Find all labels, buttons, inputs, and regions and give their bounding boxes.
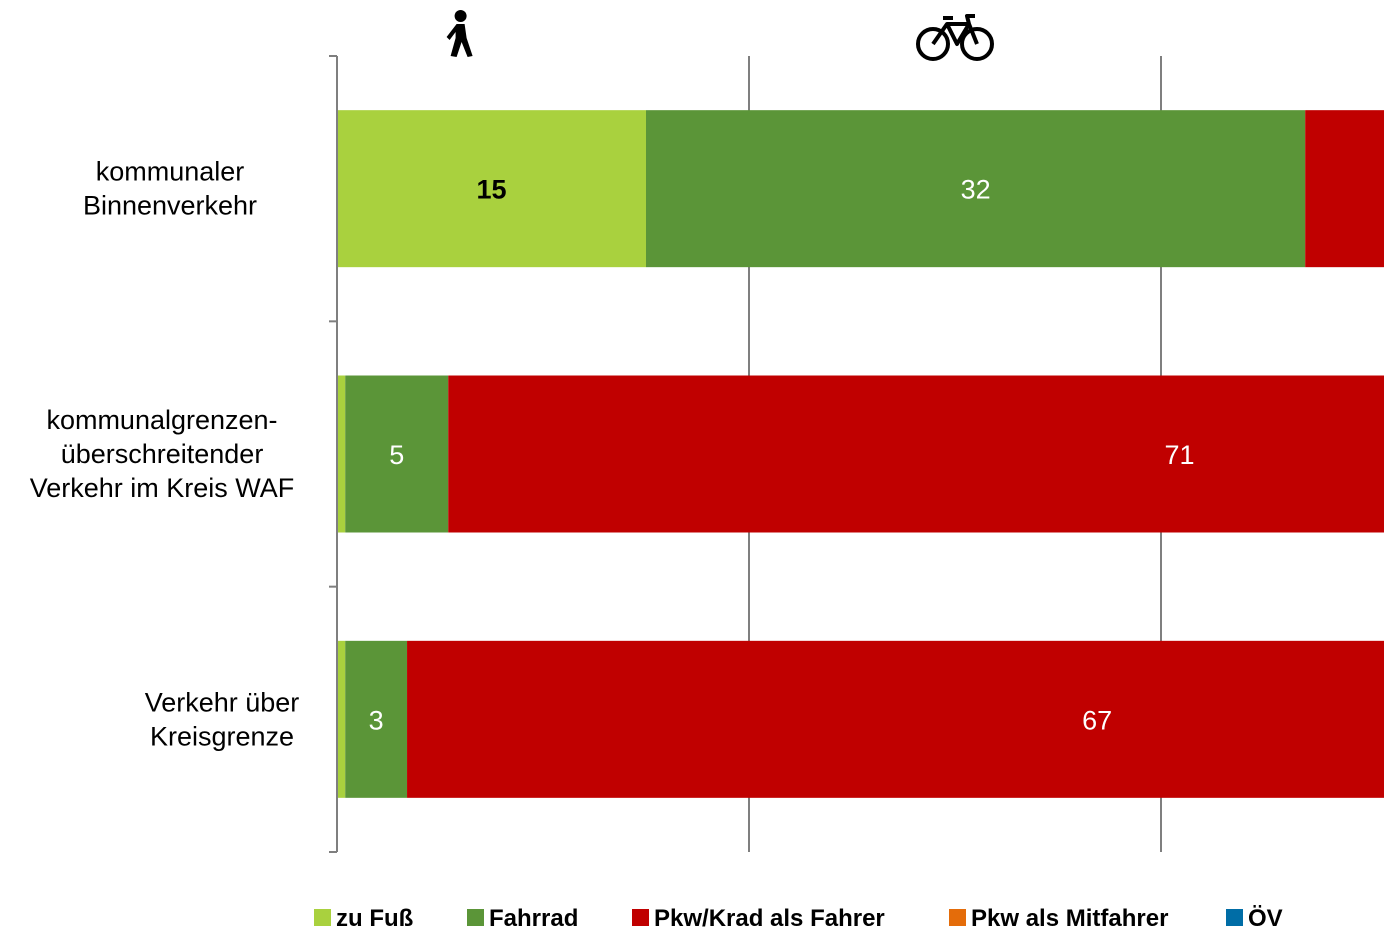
category-label: kommunaler Binnenverkehr xyxy=(83,157,257,221)
legend-item: Pkw/Krad als Fahrer xyxy=(632,905,885,930)
legend-swatch xyxy=(949,909,966,926)
legend-label: ÖV xyxy=(1248,905,1283,930)
legend-swatch xyxy=(1226,909,1243,926)
data-label: 3 xyxy=(369,705,384,735)
bar-segment xyxy=(1305,110,1384,268)
legend-item: ÖV xyxy=(1226,905,1283,930)
legend-label: Pkw/Krad als Fahrer xyxy=(654,905,885,930)
legend-swatch xyxy=(632,909,649,926)
legend-item: Pkw als Mitfahrer xyxy=(949,905,1168,930)
bar-segment xyxy=(407,640,1384,798)
legend-item: zu Fuß xyxy=(314,905,413,930)
legend-label: Fahrrad xyxy=(489,905,578,930)
bar-segment xyxy=(345,375,449,533)
legend-item: Fahrrad xyxy=(467,905,578,930)
legend: zu Fuß Fahrrad Pkw/Krad als Fahrer Pkw als … xyxy=(314,905,1283,930)
category-label: kommunalgrenzen-überschreitender Verkehr … xyxy=(30,405,295,503)
legend-swatch xyxy=(314,909,331,926)
pedestrian-icon xyxy=(446,10,473,57)
bar-segment xyxy=(337,640,346,798)
bar-segment xyxy=(345,640,408,798)
bar-segment xyxy=(646,110,1306,268)
bicycle-icon xyxy=(916,14,994,61)
category-axis xyxy=(329,55,338,853)
data-label: 15 xyxy=(476,175,506,205)
bar-segment xyxy=(337,375,346,533)
bar-segment xyxy=(337,110,646,268)
data-label: 32 xyxy=(961,175,991,205)
category-label: Verkehr über Kreisgrenze xyxy=(145,687,300,751)
legend-swatch xyxy=(467,909,484,926)
bar-segment xyxy=(448,375,1384,533)
mode-icons xyxy=(446,10,994,61)
data-label: 71 xyxy=(1165,440,1195,470)
category-labels: kommunaler Binnenverkehr kommunalgrenzen-ü… xyxy=(30,157,300,752)
data-label: 5 xyxy=(389,440,404,470)
legend-label: zu Fuß xyxy=(336,905,413,930)
bars: 1532418557111123671019 xyxy=(337,110,1384,798)
data-label: 67 xyxy=(1082,705,1112,735)
legend-label: Pkw als Mitfahrer xyxy=(971,905,1168,930)
